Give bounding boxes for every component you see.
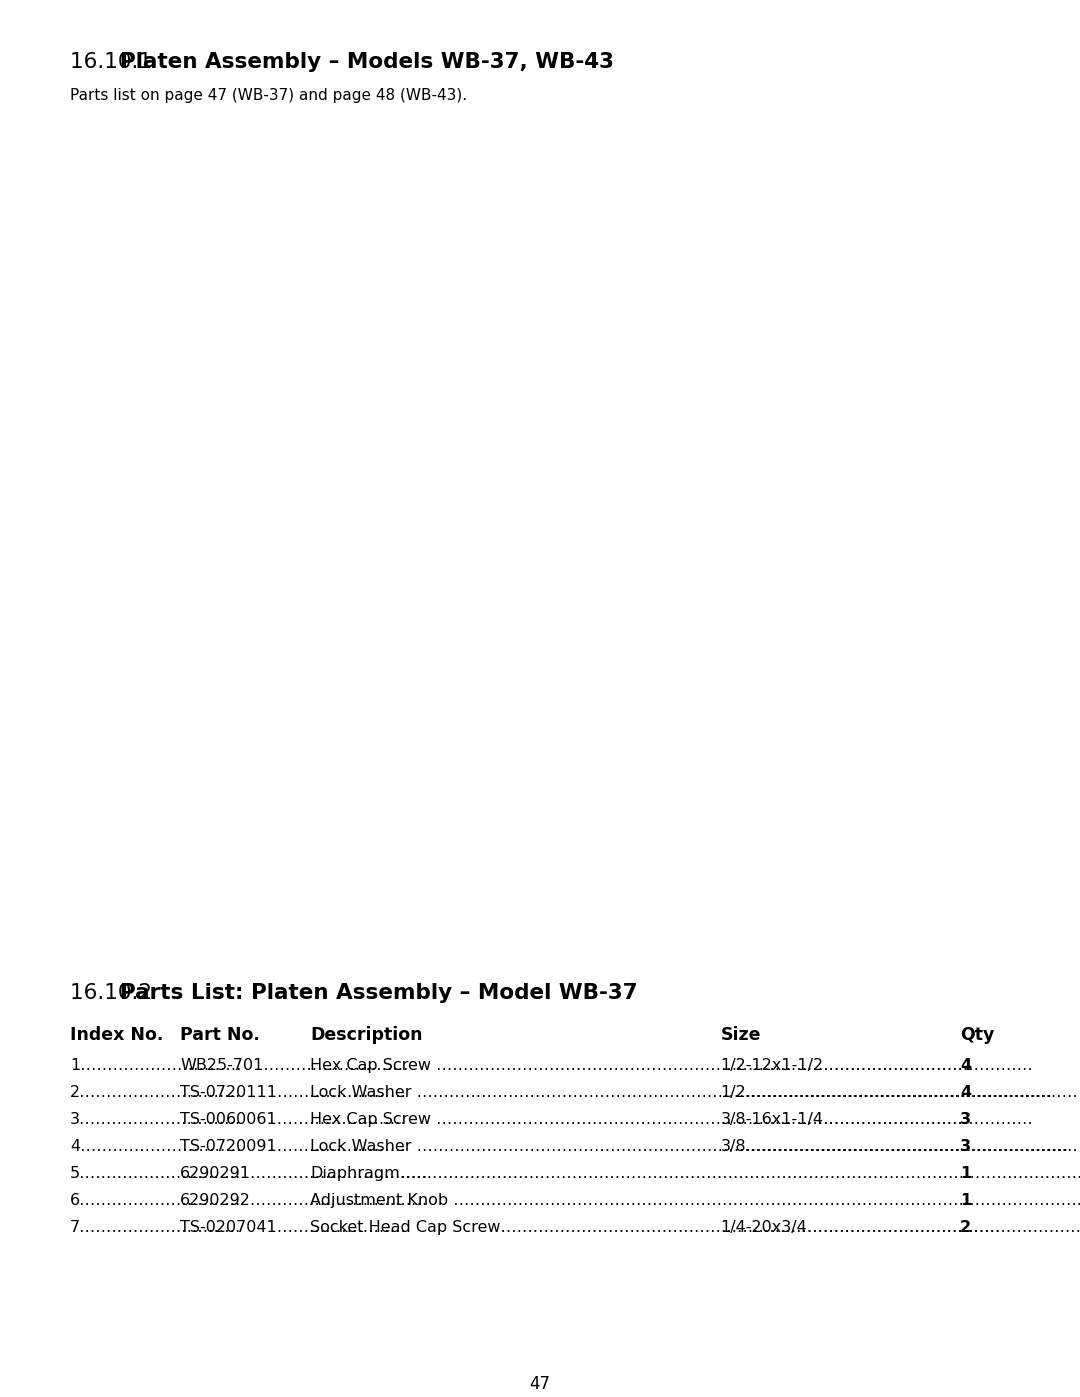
Text: 3…………………………: 3………………………… xyxy=(70,1112,242,1127)
Text: 3: 3 xyxy=(960,1112,971,1127)
Text: Socket Head Cap Screw……………………………………………………………………………………………………………………………………………………………: Socket Head Cap Screw…………………………………………………… xyxy=(310,1220,1080,1235)
Text: TS-0207041……………………: TS-0207041…………………… xyxy=(180,1220,406,1235)
Text: 16.10.2: 16.10.2 xyxy=(70,983,166,1003)
Text: Adjustment Knob …………………………………………………………………………………………………………………………………………………………………………: Adjustment Knob ………………………………………………………………… xyxy=(310,1193,1080,1208)
Text: TS-0720111……………………: TS-0720111…………………… xyxy=(180,1085,406,1099)
Text: Description: Description xyxy=(310,1025,422,1044)
Text: 4: 4 xyxy=(960,1085,971,1099)
Text: Parts List: Platen Assembly – Model WB-37: Parts List: Platen Assembly – Model WB-3… xyxy=(120,983,637,1003)
Text: Parts list on page 47 (WB-37) and page 48 (WB-43).: Parts list on page 47 (WB-37) and page 4… xyxy=(70,88,468,103)
Text: 1/2-12x1-1/2………………………: 1/2-12x1-1/2……………………… xyxy=(720,1058,969,1073)
Text: Lock Washer ……………………………………………………………………………………………………………: Lock Washer …………………………………………………………………………… xyxy=(310,1139,1078,1154)
Text: Hex Cap Screw …………………………………………………………………………………………………: Hex Cap Screw ……………………………………………………………………… xyxy=(310,1112,1032,1127)
Text: 1/4-20x3/4………………………………: 1/4-20x3/4……………………………… xyxy=(720,1220,1000,1235)
Text: 3/8……………………………………………………: 3/8…………………………………………………… xyxy=(720,1139,1068,1154)
Text: 1/2…………………………………………………: 1/2………………………………………………… xyxy=(720,1085,1053,1099)
Text: 5…………………………: 5………………………… xyxy=(70,1166,242,1180)
Text: 47: 47 xyxy=(529,1375,551,1393)
Text: Hex Cap Screw …………………………………………………………………………………………………: Hex Cap Screw ……………………………………………………………………… xyxy=(310,1058,1032,1073)
Text: 2…………………………: 2………………………… xyxy=(70,1085,242,1099)
Text: Diaphragm……………………………………………………………………………………………………………………………………………………………………………………………: Diaphragm…………………………………………………………………………………… xyxy=(310,1166,1080,1180)
Text: Platen Assembly – Models WB-37, WB-43: Platen Assembly – Models WB-37, WB-43 xyxy=(120,52,613,73)
Text: TS-0060061……………………: TS-0060061…………………… xyxy=(180,1112,406,1127)
Text: 6…………………………: 6………………………… xyxy=(70,1193,242,1208)
Text: Index No.: Index No. xyxy=(70,1025,163,1044)
Text: Lock Washer ……………………………………………………………………………………………………………: Lock Washer …………………………………………………………………………… xyxy=(310,1085,1078,1099)
Text: 3/8-16x1-1/4………………………: 3/8-16x1-1/4……………………… xyxy=(720,1112,969,1127)
Text: Size: Size xyxy=(720,1025,760,1044)
Text: 3: 3 xyxy=(960,1139,971,1154)
Text: 6290291……………………………: 6290291…………………………… xyxy=(180,1166,429,1180)
Text: 4: 4 xyxy=(960,1058,971,1073)
Text: 1…………………………: 1………………………… xyxy=(70,1058,242,1073)
Text: 6290292……………………………: 6290292…………………………… xyxy=(180,1193,429,1208)
Text: Part No.: Part No. xyxy=(180,1025,260,1044)
Text: 1: 1 xyxy=(960,1193,971,1208)
Text: 7…………………………: 7………………………… xyxy=(70,1220,242,1235)
Text: 1: 1 xyxy=(960,1166,971,1180)
Text: 2: 2 xyxy=(960,1220,971,1235)
Text: WB25-701………………………: WB25-701……………………… xyxy=(180,1058,409,1073)
Text: Qty: Qty xyxy=(960,1025,995,1044)
Text: TS-0720091……………………: TS-0720091…………………… xyxy=(180,1139,406,1154)
Text: 4…………………………: 4………………………… xyxy=(70,1139,242,1154)
Text: 16.10.1: 16.10.1 xyxy=(70,52,165,73)
